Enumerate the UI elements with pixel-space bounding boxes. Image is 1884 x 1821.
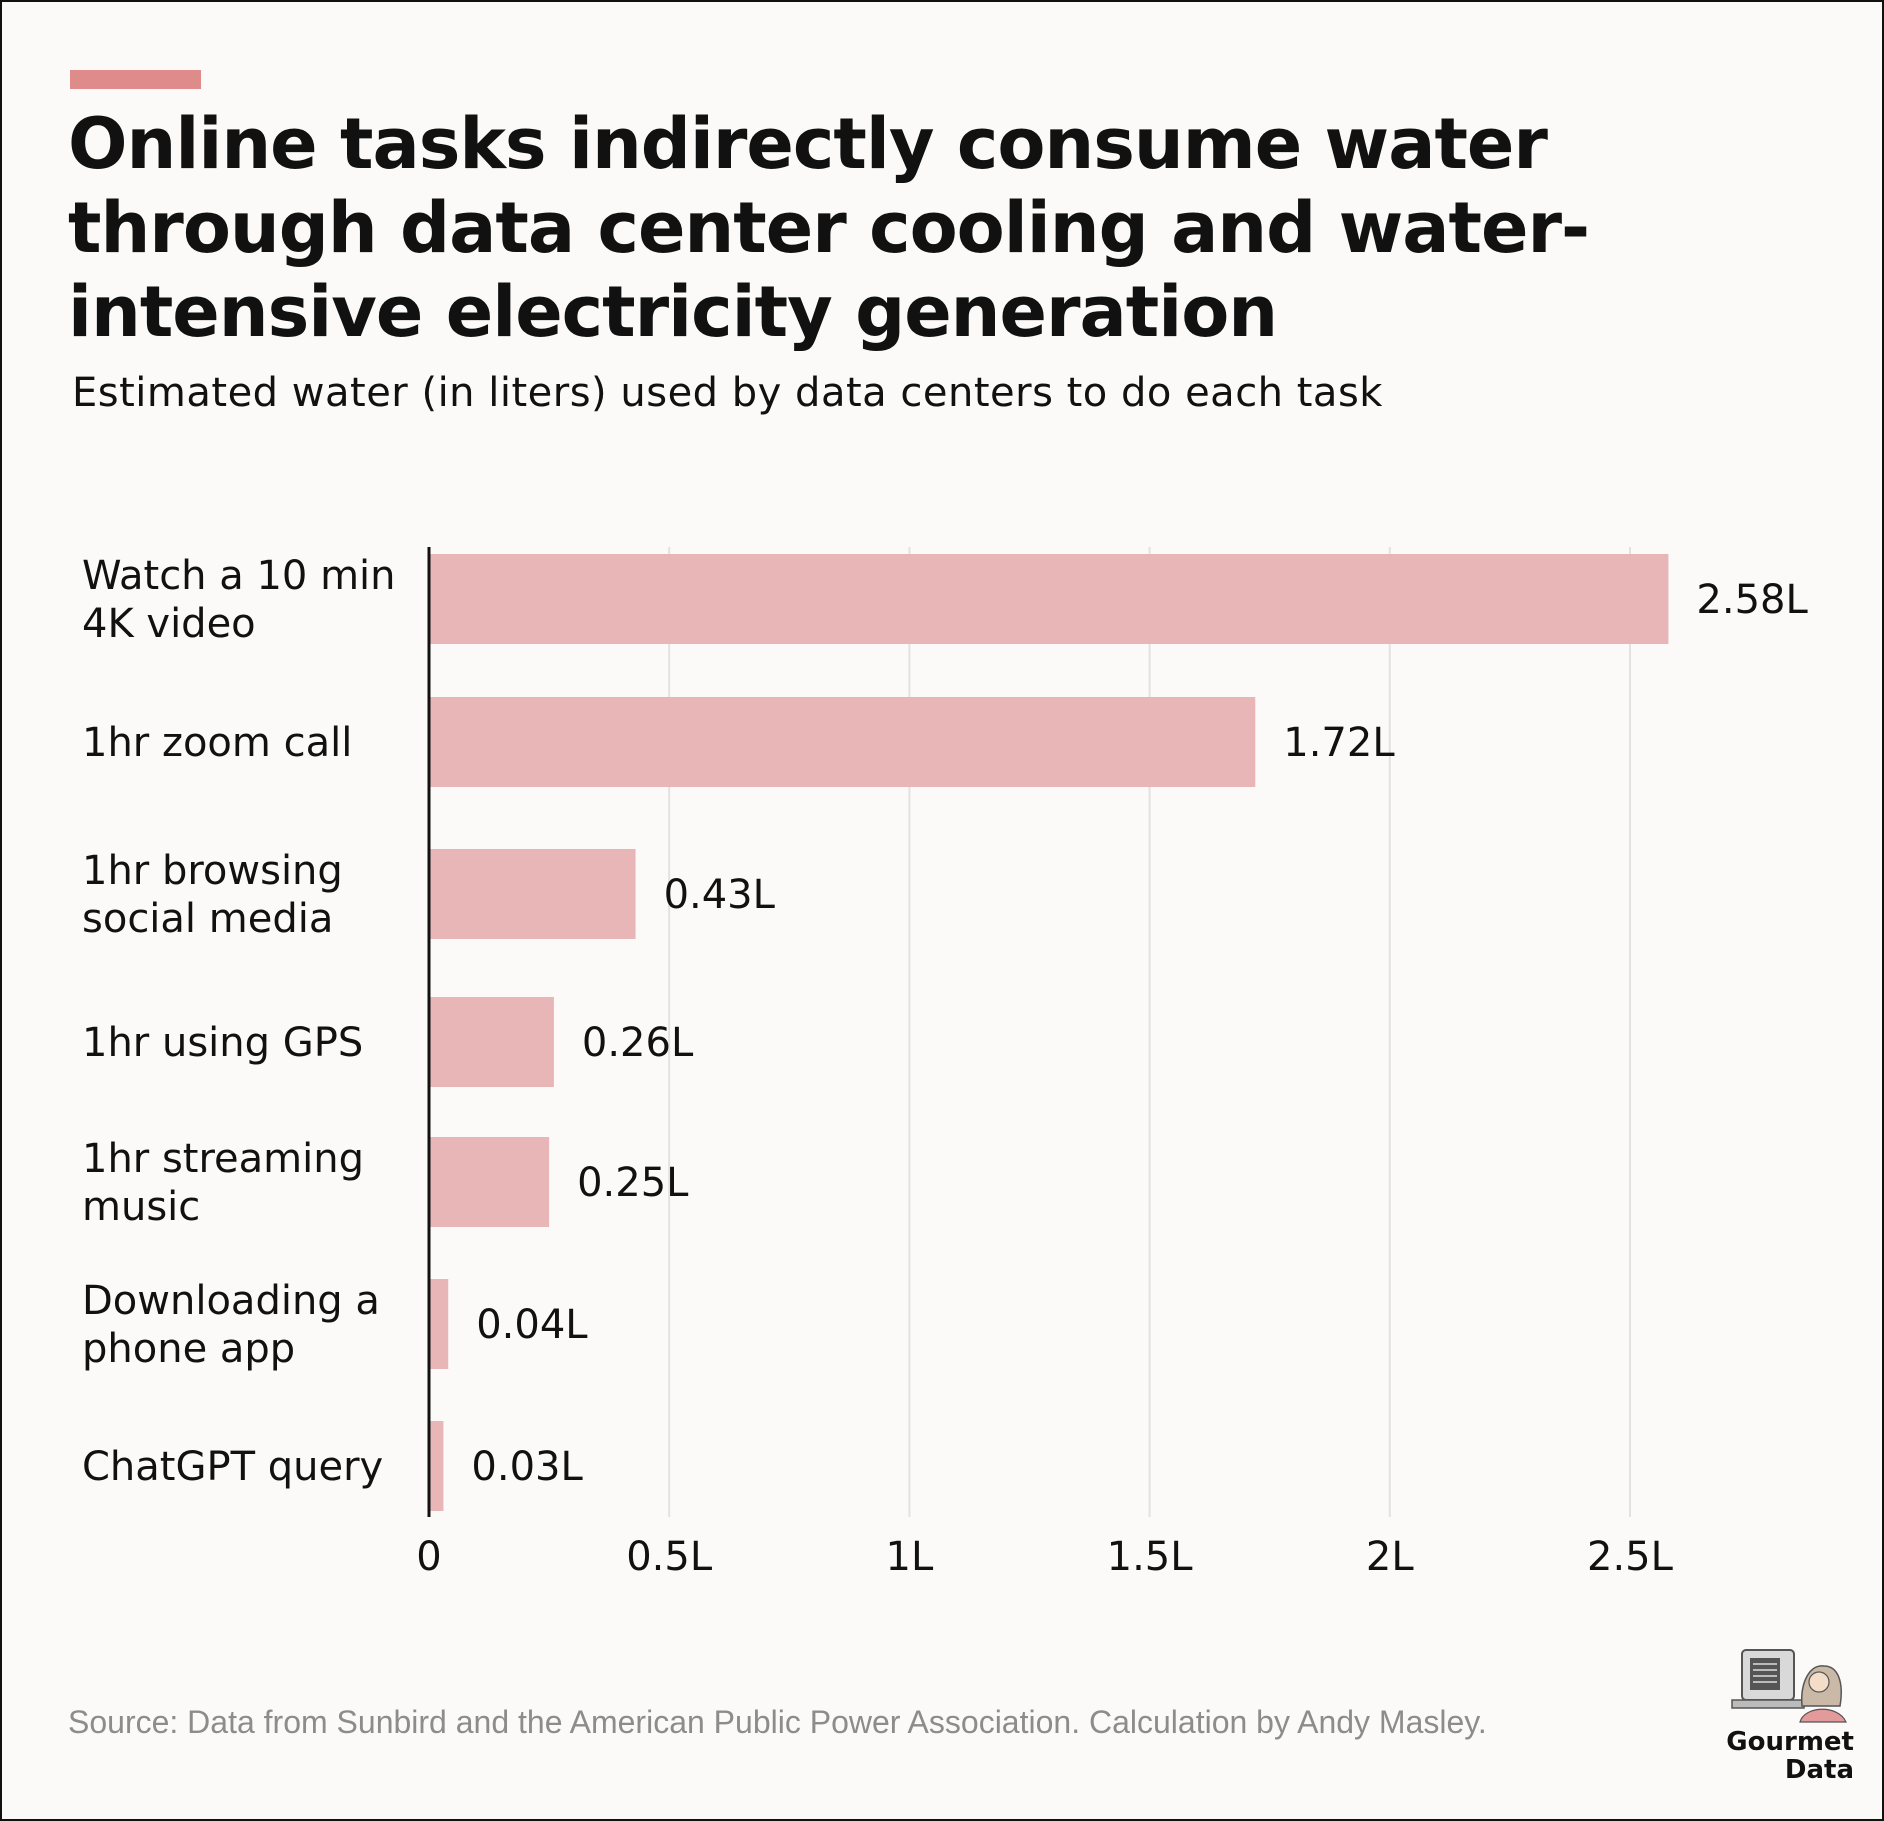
data-label: 2.58L (1696, 577, 1808, 623)
x-tick-label: 1L (886, 1534, 934, 1580)
bar (429, 849, 636, 939)
accent-bar (70, 70, 201, 89)
category-label: 1hr browsing (82, 848, 343, 894)
data-label: 0.26L (582, 1020, 694, 1066)
category-label: music (82, 1184, 200, 1230)
brand-label: Gourmet Data (1702, 1728, 1854, 1784)
category-label: Downloading a (82, 1278, 380, 1324)
x-tick-label: 1.5L (1107, 1534, 1194, 1580)
x-tick-label: 2.5L (1587, 1534, 1674, 1580)
bar (429, 697, 1256, 787)
bar (429, 997, 554, 1087)
bar (429, 554, 1669, 644)
data-label: 0.03L (471, 1444, 583, 1490)
category-label: 1hr streaming (82, 1136, 364, 1182)
bar (429, 1279, 449, 1369)
category-label: phone app (82, 1326, 295, 1372)
category-label: 1hr using GPS (82, 1020, 363, 1066)
bar (429, 1421, 444, 1511)
data-label: 0.43L (664, 872, 776, 918)
chart-subtitle: Estimated water (in liters) used by data… (72, 370, 1383, 416)
category-label: 4K video (82, 601, 256, 647)
chart-title: Online tasks indirectly consume water th… (68, 103, 1590, 353)
brand-line-1: Gourmet (1726, 1727, 1854, 1757)
category-label: 1hr zoom call (82, 720, 352, 766)
x-tick-label: 0.5L (626, 1534, 713, 1580)
category-label: ChatGPT query (82, 1444, 383, 1490)
bar (429, 1137, 550, 1227)
gourmet-data-logo-icon (1731, 1649, 1847, 1723)
x-tick-label: 0 (416, 1534, 441, 1580)
x-tick-label: 2L (1366, 1534, 1414, 1580)
category-label: social media (82, 896, 333, 942)
brand-line-2: Data (1784, 1755, 1854, 1785)
source-note: Source: Data from Sunbird and the Americ… (68, 1704, 1487, 1740)
data-label: 1.72L (1283, 720, 1395, 766)
data-label: 0.04L (476, 1302, 588, 1348)
data-label: 0.25L (577, 1160, 689, 1206)
category-label: Watch a 10 min (82, 553, 396, 599)
